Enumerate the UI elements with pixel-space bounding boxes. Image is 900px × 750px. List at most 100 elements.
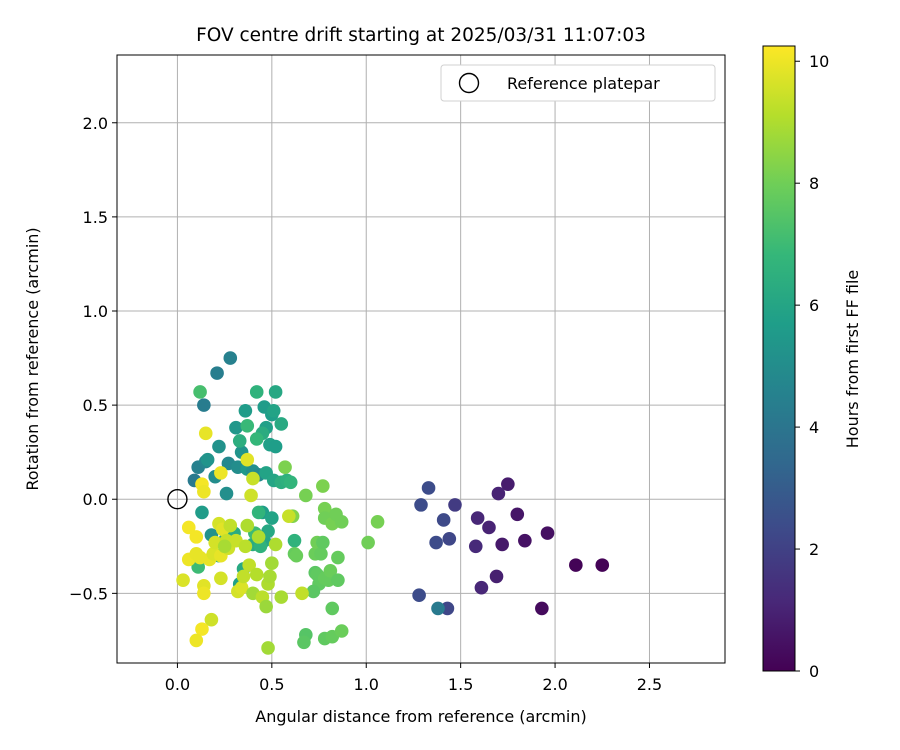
- data-point: [518, 533, 532, 548]
- data-point: [249, 567, 264, 582]
- data-point: [200, 452, 215, 467]
- data-point: [234, 580, 249, 595]
- data-point: [223, 351, 238, 365]
- data-point: [268, 385, 283, 399]
- colorbar-label: Hours from first FF file: [843, 270, 862, 449]
- data-point: [263, 569, 277, 584]
- colorbar: 0 2 4 6 8 10 Hours from first FF file: [762, 45, 862, 681]
- x-axis-ticks: 0.0 0.5 1.0 1.5 2.0 2.5: [165, 663, 662, 694]
- data-point: [325, 601, 340, 616]
- data-point: [412, 588, 426, 603]
- data-point: [197, 484, 211, 499]
- data-point: [193, 385, 207, 399]
- data-point: [242, 558, 256, 572]
- colorbar-tick-label: 6: [809, 296, 819, 315]
- data-point: [510, 507, 525, 522]
- data-point: [265, 556, 279, 571]
- data-point: [240, 452, 255, 467]
- colorbar-gradient: [762, 45, 796, 672]
- y-tick-label: 1.0: [83, 302, 108, 321]
- data-point: [299, 488, 313, 503]
- data-point: [189, 530, 204, 544]
- data-point: [189, 633, 204, 648]
- legend-box: [440, 64, 716, 102]
- data-point: [238, 403, 253, 418]
- colorbar-tick-label: 2: [809, 540, 819, 559]
- data-point: [491, 486, 506, 501]
- data-point: [181, 520, 196, 535]
- x-tick-label: 0.0: [165, 675, 190, 694]
- data-point: [219, 486, 234, 501]
- data-point: [295, 586, 309, 601]
- data-point: [306, 584, 321, 599]
- chart-title: FOV centre drift starting at 2025/03/31 …: [196, 25, 646, 46]
- data-point: [540, 526, 555, 540]
- data-point: [210, 366, 224, 380]
- data-point: [249, 432, 264, 446]
- colorbar-tick-label: 4: [809, 418, 819, 437]
- y-tick-label: −0.5: [69, 584, 108, 603]
- data-point: [316, 535, 330, 550]
- legend: Reference platepar: [440, 64, 716, 102]
- data-point: [297, 635, 311, 650]
- data-point: [204, 612, 219, 627]
- data-point: [595, 558, 610, 572]
- data-point: [431, 601, 445, 616]
- data-point: [489, 569, 504, 584]
- data-point: [334, 515, 349, 529]
- data-point: [251, 505, 266, 520]
- data-point: [495, 537, 509, 552]
- legend-marker-icon: [458, 72, 480, 94]
- data-point: [334, 624, 349, 638]
- colorbar-ticks: 0 2 4 6 8 10: [795, 52, 829, 681]
- data-point: [361, 535, 375, 550]
- data-point: [442, 531, 457, 546]
- data-point: [468, 539, 483, 554]
- data-point: [246, 471, 260, 486]
- y-tick-label: 0.0: [83, 490, 108, 509]
- data-point: [217, 539, 232, 554]
- data-point: [240, 518, 255, 533]
- data-point: [212, 439, 226, 454]
- data-point: [314, 547, 328, 561]
- data-point: [370, 515, 385, 529]
- data-point: [482, 520, 496, 535]
- data-point: [474, 580, 489, 595]
- x-axis-label: Angular distance from reference (arcmin): [255, 707, 586, 726]
- y-tick-label: 1.5: [83, 208, 108, 227]
- data-point: [448, 498, 462, 512]
- data-point: [323, 563, 338, 578]
- data-point: [232, 434, 247, 448]
- data-point: [240, 419, 255, 433]
- plot-frame: [116, 54, 726, 664]
- reference-platepar-marker: [167, 489, 188, 510]
- data-point: [414, 498, 428, 512]
- y-axis-ticks: −0.5 0.0 0.5 1.0 1.5 2.0: [69, 114, 117, 603]
- data-point: [436, 513, 451, 527]
- data-point: [197, 586, 211, 601]
- data-point: [317, 501, 332, 516]
- x-tick-label: 2.5: [637, 675, 662, 694]
- data-point: [289, 548, 304, 563]
- data-point: [195, 622, 209, 636]
- data-point: [282, 509, 296, 523]
- data-point: [268, 537, 283, 552]
- colorbar-tick-label: 8: [809, 174, 819, 193]
- data-point: [238, 539, 253, 554]
- x-tick-label: 0.5: [259, 675, 284, 694]
- data-point: [244, 488, 258, 503]
- data-point: [535, 601, 549, 616]
- data-point: [259, 599, 273, 614]
- x-tick-label: 2.0: [542, 675, 567, 694]
- data-point: [214, 571, 228, 586]
- data-point: [470, 511, 485, 525]
- data-point: [265, 511, 279, 525]
- data-point: [236, 569, 251, 584]
- y-axis-label: Rotation from reference (arcmin): [23, 227, 42, 490]
- data-point: [316, 479, 330, 493]
- data-point: [274, 417, 289, 431]
- colorbar-tick-label: 10: [809, 52, 829, 71]
- data-point: [249, 385, 264, 399]
- data-point: [278, 460, 292, 475]
